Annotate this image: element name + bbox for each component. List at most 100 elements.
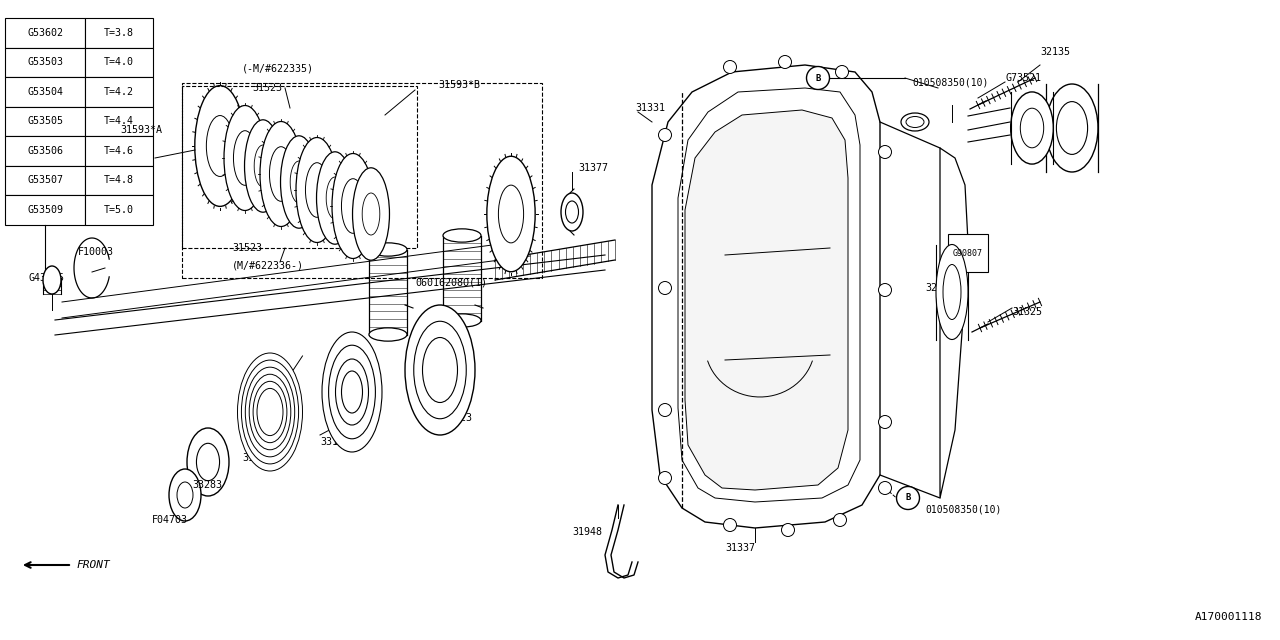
Text: T=3.8: T=3.8 [104, 28, 134, 38]
Text: T=5.0: T=5.0 [104, 205, 134, 215]
Ellipse shape [878, 415, 891, 429]
Ellipse shape [335, 359, 369, 425]
Polygon shape [685, 110, 849, 490]
Ellipse shape [404, 305, 475, 435]
Ellipse shape [723, 61, 736, 74]
Bar [84, 136, 154, 166]
Ellipse shape [878, 284, 891, 296]
Ellipse shape [1011, 92, 1053, 164]
Ellipse shape [196, 444, 220, 481]
Text: 31325: 31325 [1012, 307, 1042, 317]
Text: 010508350(10): 010508350(10) [911, 77, 988, 87]
Polygon shape [652, 65, 881, 528]
Text: 32135: 32135 [1039, 47, 1070, 57]
Ellipse shape [422, 337, 457, 403]
Text: 33143: 33143 [320, 437, 349, 447]
Ellipse shape [352, 168, 389, 260]
Bar [84, 18, 154, 47]
Ellipse shape [901, 113, 929, 131]
Ellipse shape [296, 138, 338, 243]
Ellipse shape [195, 86, 246, 206]
Text: 31592: 31592 [242, 453, 273, 463]
Text: 31377: 31377 [579, 163, 608, 173]
Ellipse shape [498, 185, 524, 243]
Ellipse shape [253, 381, 287, 443]
Polygon shape [940, 148, 968, 498]
Ellipse shape [486, 156, 535, 272]
Ellipse shape [369, 243, 407, 256]
Text: T=4.8: T=4.8 [104, 175, 134, 185]
Text: 31337: 31337 [724, 543, 755, 553]
Ellipse shape [250, 374, 291, 450]
Bar [5, 106, 84, 136]
Ellipse shape [177, 482, 193, 508]
Bar [948, 234, 988, 272]
Ellipse shape [246, 367, 294, 457]
Text: G43005: G43005 [28, 273, 64, 283]
Bar [182, 83, 541, 278]
Ellipse shape [329, 345, 375, 439]
Ellipse shape [255, 145, 271, 187]
Text: 06016208O(1): 06016208O(1) [415, 277, 486, 287]
Text: 31523: 31523 [252, 83, 282, 93]
Ellipse shape [1046, 84, 1098, 172]
Text: 32141: 32141 [925, 283, 955, 293]
Ellipse shape [836, 65, 849, 79]
Ellipse shape [244, 120, 282, 212]
Bar [84, 47, 154, 77]
Ellipse shape [323, 332, 381, 452]
Text: 33283: 33283 [192, 480, 221, 490]
Ellipse shape [257, 388, 283, 436]
Ellipse shape [306, 163, 329, 218]
Ellipse shape [242, 360, 298, 464]
Bar [182, 86, 417, 248]
Ellipse shape [561, 193, 582, 231]
Bar [5, 166, 84, 195]
Ellipse shape [658, 129, 672, 141]
Text: T=4.6: T=4.6 [104, 146, 134, 156]
Text: 31593*B: 31593*B [438, 80, 480, 90]
Ellipse shape [291, 161, 307, 203]
Text: 010508350(10): 010508350(10) [925, 505, 1001, 515]
Text: G53509: G53509 [27, 205, 63, 215]
Ellipse shape [658, 403, 672, 417]
Ellipse shape [224, 106, 266, 211]
Ellipse shape [1056, 102, 1088, 154]
Text: B: B [905, 493, 910, 502]
Ellipse shape [187, 428, 229, 496]
Text: 31523: 31523 [232, 243, 262, 253]
Text: 33123: 33123 [442, 413, 472, 423]
Bar [5, 136, 84, 166]
Text: G73521: G73521 [1005, 73, 1041, 83]
Ellipse shape [778, 56, 791, 68]
Bar [84, 77, 154, 106]
Ellipse shape [833, 513, 846, 527]
Ellipse shape [332, 154, 374, 259]
Ellipse shape [44, 266, 61, 294]
Text: B: B [815, 74, 820, 83]
Ellipse shape [342, 179, 365, 234]
Ellipse shape [316, 152, 353, 244]
Ellipse shape [443, 229, 481, 242]
Circle shape [896, 486, 919, 509]
Bar [5, 195, 84, 225]
Text: G53506: G53506 [27, 146, 63, 156]
Text: G53504: G53504 [27, 87, 63, 97]
Text: 31593*A: 31593*A [120, 125, 163, 135]
Ellipse shape [206, 116, 234, 177]
Ellipse shape [270, 147, 293, 202]
Ellipse shape [169, 469, 201, 521]
Ellipse shape [566, 201, 579, 223]
Ellipse shape [238, 353, 302, 471]
Bar [84, 195, 154, 225]
Ellipse shape [342, 371, 362, 413]
Text: (M/#622336-): (M/#622336-) [232, 260, 305, 270]
Text: F04703: F04703 [152, 515, 188, 525]
Ellipse shape [658, 472, 672, 484]
Ellipse shape [878, 481, 891, 495]
Ellipse shape [658, 282, 672, 294]
Text: A170001118: A170001118 [1194, 612, 1262, 622]
Ellipse shape [943, 264, 961, 319]
Ellipse shape [260, 122, 302, 227]
Text: 31948: 31948 [572, 527, 602, 537]
